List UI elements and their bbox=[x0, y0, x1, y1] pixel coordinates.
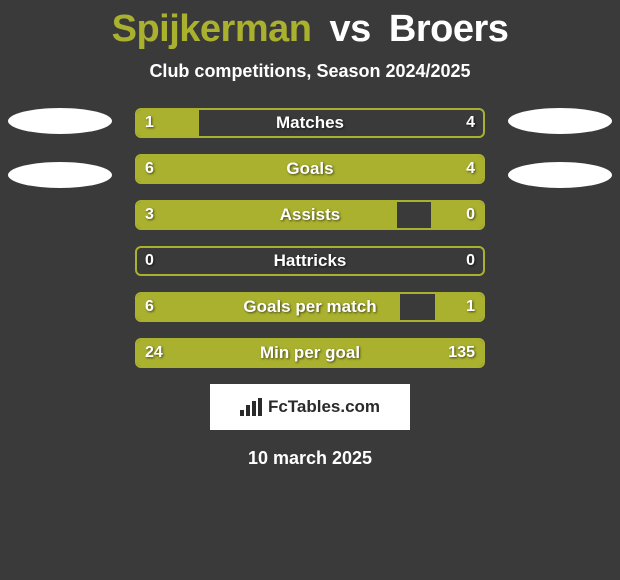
stat-right-value: 0 bbox=[466, 202, 475, 228]
player-ellipse bbox=[508, 108, 612, 134]
subtitle: Club competitions, Season 2024/2025 bbox=[0, 61, 620, 82]
brand-text: FcTables.com bbox=[268, 397, 380, 417]
stat-right-value: 1 bbox=[466, 294, 475, 320]
brand-box: FcTables.com bbox=[210, 384, 410, 430]
stat-label: Matches bbox=[137, 110, 483, 136]
stat-row: 6Goals per match1 bbox=[135, 292, 485, 322]
comparison-chart: 1Matches46Goals43Assists00Hattricks06Goa… bbox=[0, 108, 620, 368]
stat-row: 24Min per goal135 bbox=[135, 338, 485, 368]
date-text: 10 march 2025 bbox=[0, 448, 620, 469]
player1-name: Spijkerman bbox=[112, 8, 312, 50]
player-ellipse bbox=[8, 162, 112, 188]
stat-label: Goals per match bbox=[137, 294, 483, 320]
stat-row: 6Goals4 bbox=[135, 154, 485, 184]
stat-right-value: 135 bbox=[448, 340, 475, 366]
stat-row: 1Matches4 bbox=[135, 108, 485, 138]
right-ellipses-col bbox=[500, 108, 620, 216]
comparison-title: Spijkerman vs Broers bbox=[0, 0, 620, 51]
title-vs: vs bbox=[330, 8, 371, 50]
player-ellipse bbox=[508, 162, 612, 188]
stat-right-value: 4 bbox=[466, 110, 475, 136]
stat-row: 3Assists0 bbox=[135, 200, 485, 230]
bars-icon bbox=[240, 398, 262, 416]
stat-right-value: 0 bbox=[466, 248, 475, 274]
stat-label: Assists bbox=[137, 202, 483, 228]
stat-right-value: 4 bbox=[466, 156, 475, 182]
stat-label: Min per goal bbox=[137, 340, 483, 366]
stat-row: 0Hattricks0 bbox=[135, 246, 485, 276]
player-ellipse bbox=[8, 108, 112, 134]
left-ellipses-col bbox=[0, 108, 120, 216]
player2-name: Broers bbox=[389, 8, 509, 50]
stat-label: Hattricks bbox=[137, 248, 483, 274]
stat-label: Goals bbox=[137, 156, 483, 182]
bars-container: 1Matches46Goals43Assists00Hattricks06Goa… bbox=[135, 108, 485, 368]
